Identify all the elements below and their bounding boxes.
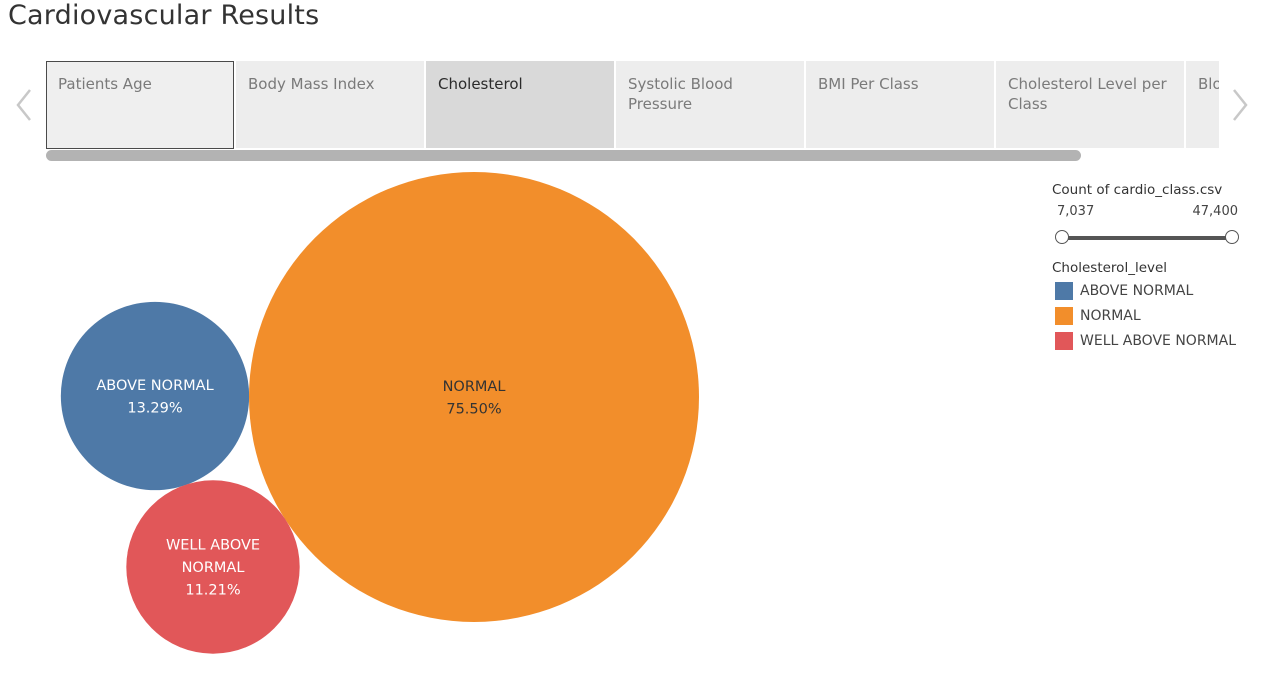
tabs-prev-button[interactable] xyxy=(8,82,42,128)
tab-blood-class[interactable]: Blood Class xyxy=(1186,61,1219,148)
tab-scrollbar[interactable] xyxy=(46,150,1219,161)
legend-swatch xyxy=(1055,281,1073,300)
bubble-label-normal: NORMAL xyxy=(443,379,506,395)
bubble-percent-normal: 75.50% xyxy=(446,401,501,417)
tab-patients-age[interactable]: Patients Age xyxy=(46,61,234,149)
tabs-next-button[interactable] xyxy=(1224,82,1258,128)
tab-scrollbar-thumb[interactable] xyxy=(46,150,1081,161)
bubble-percent-above-normal: 13.29% xyxy=(127,400,182,416)
legend-label: WELL ABOVE NORMAL xyxy=(1080,332,1236,349)
bubble-circle-well-above-normal[interactable] xyxy=(126,480,300,654)
size-slider-bar xyxy=(1062,236,1230,240)
size-slider-min-handle[interactable] xyxy=(1055,230,1069,244)
size-slider[interactable] xyxy=(1052,226,1252,250)
tab-systolic-blood-pressure[interactable]: Systolic Blood Pressure xyxy=(616,61,804,148)
bubble-label-well-above-normal: NORMAL xyxy=(182,560,245,576)
legend-swatch xyxy=(1055,331,1073,350)
size-slider-max-handle[interactable] xyxy=(1225,230,1239,244)
bubble-normal[interactable]: NORMAL 75.50% xyxy=(249,172,699,622)
tab-strip: Patients Age Body Mass Index Cholesterol Sy… xyxy=(46,61,1219,150)
legend-items: ABOVE NORMAL NORMAL WELL ABOVE NORMAL xyxy=(1052,278,1252,353)
bubble-label-well-above-normal: WELL ABOVE xyxy=(166,538,260,554)
tab-bmi-per-class[interactable]: BMI Per Class xyxy=(806,61,994,148)
legend-swatch xyxy=(1055,306,1073,325)
legend-item[interactable]: WELL ABOVE NORMAL xyxy=(1052,328,1252,353)
size-range-min: 7,037 xyxy=(1057,204,1095,219)
bubble-chart: ABOVE NORMAL 13.29% NORMAL 75.50% WELL ABOVE… xyxy=(60,172,699,654)
legend-label: NORMAL xyxy=(1080,307,1141,324)
page-title: Cardiovascular Results xyxy=(8,0,320,31)
bubble-percent-well-above-normal: 11.21% xyxy=(185,583,240,599)
bubble-circle-above-normal[interactable] xyxy=(60,301,250,491)
bubble-label-above-normal: ABOVE NORMAL xyxy=(96,378,213,394)
tab-cholesterol-level-per-class[interactable]: Cholesterol Level per Class xyxy=(996,61,1184,148)
color-legend-title: Cholesterol_level xyxy=(1052,260,1168,276)
tab-body-mass-index[interactable]: Body Mass Index xyxy=(236,61,424,148)
legend-item[interactable]: NORMAL xyxy=(1052,303,1252,328)
chevron-right-icon xyxy=(1233,89,1248,121)
legend-item[interactable]: ABOVE NORMAL xyxy=(1052,278,1252,303)
legend-panel: Count of cardio_class.csv 7,037 47,400 C… xyxy=(1052,180,1252,353)
bubble-circle-normal[interactable] xyxy=(249,172,699,622)
legend-label: ABOVE NORMAL xyxy=(1080,282,1194,299)
size-legend-title: Count of cardio_class.csv xyxy=(1052,182,1223,198)
chevron-left-icon xyxy=(16,89,31,121)
size-range: 7,037 47,400 xyxy=(1052,204,1252,226)
bubble-above-normal[interactable]: ABOVE NORMAL 13.29% xyxy=(60,301,250,491)
size-range-max: 47,400 xyxy=(1192,204,1239,219)
bubble-well-above-normal[interactable]: WELL ABOVE NORMAL 11.21% xyxy=(126,480,300,654)
tab-cholesterol[interactable]: Cholesterol xyxy=(426,61,614,148)
